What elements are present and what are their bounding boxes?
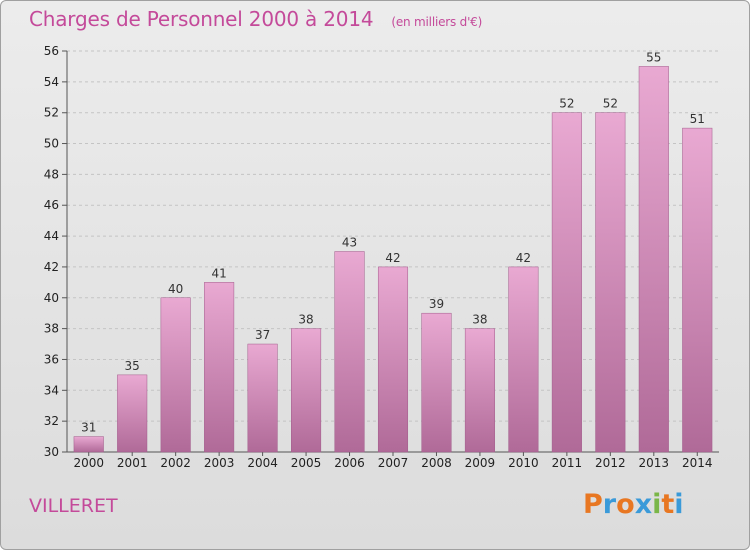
bar-2014 — [682, 127, 713, 453]
logo-letter: P — [583, 489, 603, 520]
data-label-2007: 42 — [385, 251, 400, 265]
data-label-2012: 52 — [603, 97, 618, 111]
data-label-2013: 55 — [646, 50, 661, 64]
bar-2004 — [247, 343, 278, 453]
commune-name: VILLERET — [29, 495, 118, 517]
y-tick-label: 34 — [44, 383, 59, 397]
logo-letter: o — [616, 489, 635, 520]
bar-2001 — [117, 374, 148, 453]
data-label-2001: 35 — [125, 359, 140, 373]
y-tick-label: 30 — [44, 445, 59, 459]
y-tick-label: 52 — [44, 106, 59, 120]
y-tick-label: 56 — [44, 44, 59, 58]
x-tick-label-2007: 2007 — [378, 456, 409, 470]
bar-2002 — [160, 297, 191, 453]
y-tick-label: 38 — [44, 322, 59, 336]
data-label-2003: 41 — [211, 266, 226, 280]
data-label-2014: 51 — [690, 112, 705, 126]
bar-2009 — [464, 328, 495, 453]
x-tick-label-2005: 2005 — [291, 456, 322, 470]
x-tick-label-2010: 2010 — [508, 456, 539, 470]
x-tick-label-2011: 2011 — [552, 456, 583, 470]
x-tick-label-2014: 2014 — [682, 456, 713, 470]
logo-letter: i — [652, 489, 662, 520]
y-tick-label: 40 — [44, 291, 59, 305]
y-tick-label: 48 — [44, 167, 59, 181]
bar-2010 — [508, 266, 539, 453]
x-tick-label-2012: 2012 — [595, 456, 626, 470]
x-tick-label-2004: 2004 — [247, 456, 278, 470]
x-tick-label-2002: 2002 — [160, 456, 191, 470]
data-label-2002: 40 — [168, 282, 183, 296]
bar-2013 — [638, 66, 669, 453]
x-tick-label-2013: 2013 — [639, 456, 670, 470]
bar-2000 — [73, 436, 104, 453]
x-tick-label-2009: 2009 — [465, 456, 496, 470]
x-tick-label-2001: 2001 — [117, 456, 148, 470]
proxiti-logo: Proxiti — [583, 489, 684, 520]
y-tick-label: 54 — [44, 75, 59, 89]
chart-title-text: Charges de Personnel 2000 à 2014 — [29, 7, 374, 31]
bar-2008 — [421, 312, 452, 453]
logo-letter: r — [602, 489, 617, 520]
logo-letter: t — [661, 489, 675, 520]
x-tick-label-2006: 2006 — [334, 456, 365, 470]
labels: 31 35 40 41 37 38 43 42 39 38 42 52 52 55 51 — [81, 50, 705, 434]
logo-letter: x — [634, 489, 653, 520]
data-label-2000: 31 — [81, 421, 96, 435]
data-label-2004: 37 — [255, 328, 270, 342]
x-tick-label-2003: 2003 — [204, 456, 235, 470]
data-label-2005: 38 — [298, 313, 313, 327]
data-label-2006: 43 — [342, 236, 357, 250]
data-label-2009: 38 — [472, 313, 487, 327]
chart-subtitle: (en milliers d'€) — [391, 15, 483, 29]
bar-2003 — [204, 282, 235, 453]
axes: 30 32 34 36 38 40 42 44 46 48 50 52 54 56 2000 2001 2002… — [44, 44, 719, 470]
y-tick-label: 44 — [44, 229, 59, 243]
data-label-2008: 39 — [429, 297, 444, 311]
bar-2011 — [551, 112, 582, 453]
bars — [73, 66, 713, 453]
y-tick-label: 50 — [44, 137, 59, 151]
y-tick-label: 42 — [44, 260, 59, 274]
bar-2005 — [291, 328, 322, 453]
y-tick-label: 32 — [44, 414, 59, 428]
data-label-2010: 42 — [516, 251, 531, 265]
bar-2006 — [334, 251, 365, 453]
x-tick-label-2000: 2000 — [73, 456, 104, 470]
y-tick-label: 36 — [44, 352, 59, 366]
y-tick-label: 46 — [44, 198, 59, 212]
bar-2012 — [595, 112, 626, 453]
x-tick-label-2008: 2008 — [421, 456, 452, 470]
data-label-2011: 52 — [559, 97, 574, 111]
logo-letter: i — [674, 489, 684, 520]
bar-2007 — [377, 266, 409, 453]
chart-title: Charges de Personnel 2000 à 2014 (en mill… — [29, 7, 482, 31]
